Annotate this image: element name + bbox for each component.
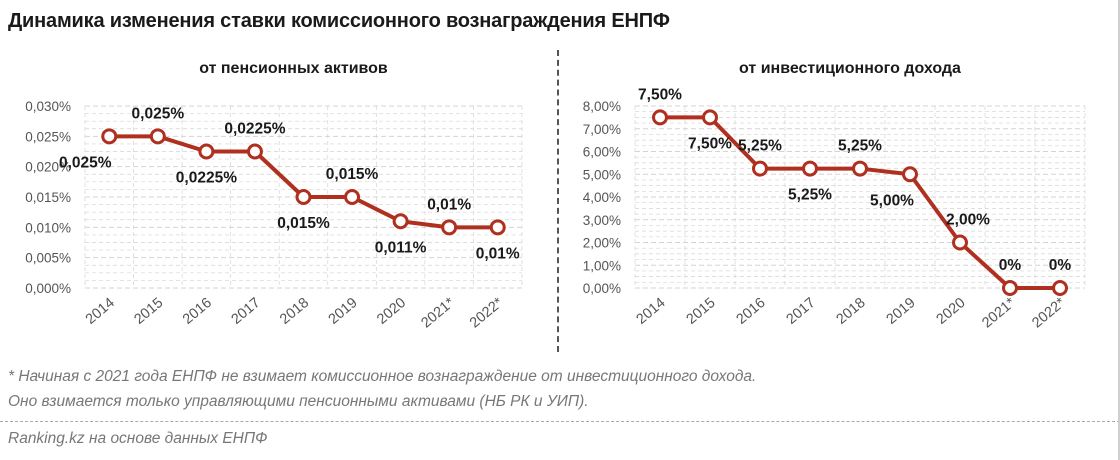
y-tick-label: 6,00% [583, 145, 621, 160]
y-tick-label: 8,00% [583, 99, 621, 114]
y-tick-label: 0,015% [25, 190, 71, 205]
data-label: 0% [999, 257, 1022, 274]
chart-pension-assets: от пенсионных активов 0,000% 0,005% 0,010% 0… [25, 60, 523, 332]
x-tick-label: 2014 [634, 295, 669, 328]
y-tick-label: 0,005% [25, 251, 71, 266]
data-point [752, 160, 768, 177]
footnote-2: Оно взимается только управляющими пенсио… [8, 393, 589, 410]
data-point [344, 189, 361, 205]
y-tick-label: 2,00% [583, 236, 621, 251]
x-tick-label: 2020 [934, 295, 969, 328]
data-point [802, 160, 818, 177]
x-tick-label: 2016 [734, 295, 769, 328]
data-label: 0,011% [375, 239, 427, 256]
x-tick-label: 2015 [684, 295, 719, 328]
y-tick-label: 7,00% [583, 122, 621, 137]
data-point [702, 109, 718, 126]
chart-title: от пенсионных активов [199, 60, 388, 77]
data-point [952, 234, 968, 251]
data-point [198, 143, 215, 160]
y-tick-label: 0,025% [25, 129, 71, 144]
data-point [902, 166, 918, 183]
y-tick-label: 3,00% [583, 213, 621, 228]
data-point [295, 189, 312, 205]
chart-investment-income: от инвестиционного дохода 0,00% 1,00% 2,00%… [583, 60, 1086, 332]
footer-divider [0, 421, 1120, 422]
y-tick-label: 1,00% [583, 258, 621, 273]
right-border [1118, 0, 1120, 460]
x-tick-label: 2019 [326, 295, 361, 328]
data-label: 7,50% [688, 135, 732, 152]
y-tick-label: 0,010% [25, 220, 71, 235]
data-label: 0,025% [132, 105, 185, 122]
data-point [1052, 280, 1068, 296]
data-label: 5,25% [738, 138, 782, 155]
data-label: 0,015% [277, 215, 330, 232]
data-label: 5,25% [838, 138, 882, 155]
data-label: 5,00% [870, 192, 914, 209]
footnote-1: * Начиная с 2021 года ЕНПФ не взимает ко… [8, 368, 757, 385]
data-label: 0% [1049, 257, 1072, 274]
x-tick-label: 2022* [1029, 295, 1069, 332]
y-tick-label: 0,030% [25, 99, 71, 114]
y-tick-label: 4,00% [583, 190, 621, 205]
x-tick-label: 2018 [277, 295, 312, 328]
y-tick-label: 0,00% [583, 281, 621, 296]
x-tick-label: 2020 [374, 295, 409, 328]
x-tick-label: 2017 [229, 295, 264, 328]
x-tick-label: 2022* [467, 295, 507, 332]
chart-title: от инвестиционного дохода [739, 60, 961, 77]
y-tick-label: 0,000% [25, 281, 71, 296]
data-point [149, 128, 166, 145]
data-point [101, 128, 118, 145]
data-label: 2,00% [946, 212, 990, 229]
source-note: Ranking.kz на основе данных ЕНПФ [8, 430, 268, 447]
data-label: 0,025% [59, 154, 112, 171]
x-tick-label: 2021* [418, 295, 458, 332]
x-tick-label: 2015 [131, 295, 166, 328]
chart-divider [557, 50, 559, 352]
x-tick-label: 2016 [180, 295, 215, 328]
page-title: Динамика изменения ставки комиссионного … [8, 10, 670, 32]
data-label: 0,0225% [224, 121, 285, 138]
data-point [246, 143, 263, 160]
data-label: 0,01% [427, 196, 471, 213]
x-tick-label: 2021* [979, 295, 1019, 332]
data-point [489, 219, 506, 236]
data-label: 0,015% [326, 166, 379, 183]
data-point [852, 160, 868, 177]
data-label: 0,01% [476, 245, 520, 262]
x-tick-label: 2017 [784, 295, 819, 328]
y-tick-label: 5,00% [583, 167, 621, 182]
y-tick-label: 0,020% [25, 160, 71, 175]
data-point [392, 213, 409, 230]
x-tick-label: 2014 [83, 295, 118, 328]
x-tick-label: 2018 [834, 295, 869, 328]
data-point [1002, 280, 1018, 296]
data-point [441, 219, 458, 236]
data-label: 5,25% [788, 187, 832, 204]
data-point [652, 109, 668, 126]
data-label: 0,0225% [176, 170, 237, 187]
data-label: 7,50% [638, 86, 682, 103]
x-tick-label: 2019 [884, 295, 919, 328]
